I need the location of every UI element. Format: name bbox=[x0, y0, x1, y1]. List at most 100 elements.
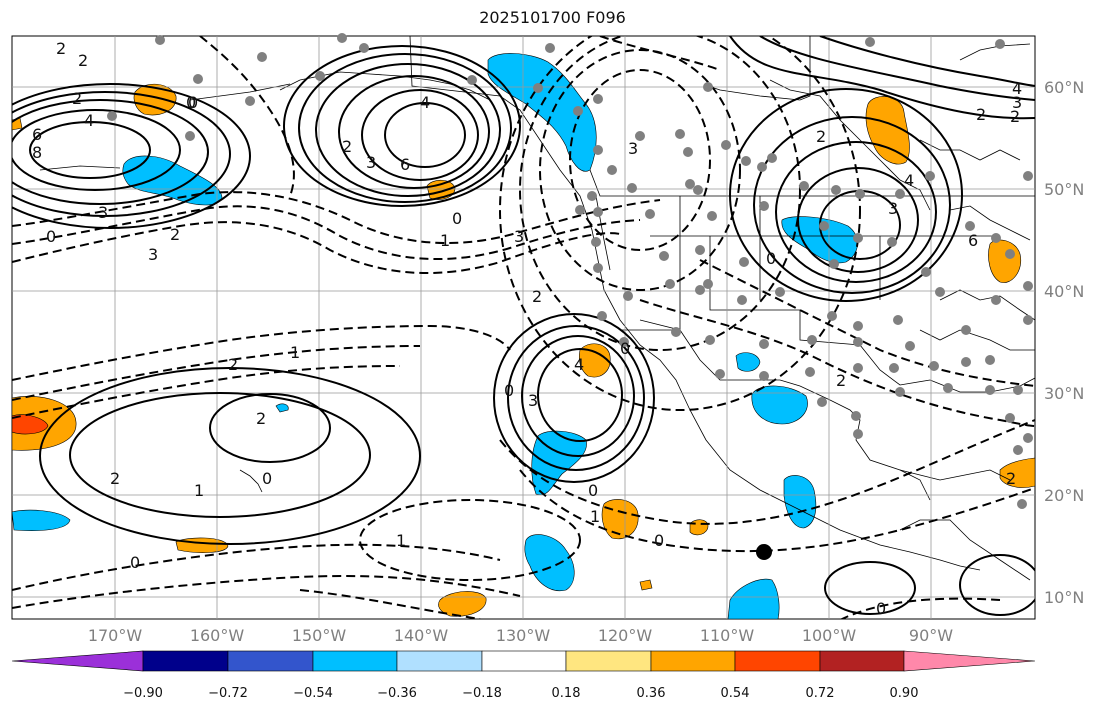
colorbar-segment bbox=[142, 650, 229, 672]
lon-label: 100°W bbox=[802, 626, 857, 645]
lat-label: 60°N bbox=[1044, 78, 1084, 97]
lat-label: 50°N bbox=[1044, 180, 1084, 199]
lon-label: 150°W bbox=[292, 626, 347, 645]
negative-contours bbox=[12, 36, 1035, 619]
contour-label: 0 bbox=[186, 93, 196, 112]
map-panel bbox=[11, 35, 1036, 620]
contour-label: 2 bbox=[836, 371, 846, 390]
contour-label: 0 bbox=[188, 93, 198, 112]
shaded-anomalies bbox=[12, 53, 1035, 619]
colorbar-labels: −0.90 −0.72 −0.54 −0.36 −0.18 0.18 0.36 … bbox=[123, 686, 918, 701]
contour-label: 1 bbox=[396, 531, 406, 550]
positive-region bbox=[175, 537, 229, 553]
colorbar-segment bbox=[565, 650, 652, 672]
colorbar-label: 0.90 bbox=[890, 686, 919, 701]
station-dots bbox=[107, 33, 1033, 509]
colorbar-label: 0.54 bbox=[721, 686, 750, 701]
contour-label: 3 bbox=[366, 153, 376, 172]
lat-label: 30°N bbox=[1044, 384, 1084, 403]
contour-label: 0 bbox=[46, 227, 56, 246]
contour-label: 4 bbox=[904, 171, 914, 190]
lon-label: 170°W bbox=[88, 626, 143, 645]
contour-label: 2 bbox=[110, 469, 120, 488]
contour-label: 2 bbox=[342, 137, 352, 156]
contour-label: 2 bbox=[56, 39, 66, 58]
longitude-labels: 170°W 160°W 150°W 140°W 130°W 120°W 110°… bbox=[88, 626, 953, 645]
colorbar-label: −0.18 bbox=[462, 686, 502, 701]
contour-label: 0 bbox=[130, 553, 140, 572]
lat-label: 20°N bbox=[1044, 486, 1084, 505]
colorbar-label: −0.54 bbox=[293, 686, 333, 701]
contour-label: 6 bbox=[32, 125, 42, 144]
contour-label: 3 bbox=[148, 245, 158, 264]
contour-label: 1 bbox=[440, 231, 450, 250]
negative-region bbox=[487, 53, 597, 172]
latitude-labels: 60°N 50°N 40°N 30°N 20°N 10°N bbox=[1044, 78, 1084, 607]
contour-label: 2 bbox=[1010, 107, 1020, 126]
contour-label: 0 bbox=[620, 339, 630, 358]
positive-region bbox=[639, 579, 653, 591]
contour-label: 2 bbox=[78, 51, 88, 70]
colorbar-label: 0.36 bbox=[637, 686, 666, 701]
colorbar-segment bbox=[11, 650, 144, 672]
colorbar-label: −0.90 bbox=[123, 686, 163, 701]
contour-label: 2 bbox=[72, 89, 82, 108]
contour-label: 3 bbox=[1012, 93, 1022, 112]
positive-region bbox=[601, 499, 639, 540]
contour-label: 0 bbox=[588, 481, 598, 500]
lon-label: 160°W bbox=[190, 626, 245, 645]
positive-region bbox=[438, 591, 487, 617]
contour-label: 1 bbox=[194, 481, 204, 500]
negative-region bbox=[735, 352, 761, 372]
contour-label: 2 bbox=[532, 287, 542, 306]
station-marker bbox=[756, 544, 772, 560]
colorbar-label: 0.72 bbox=[806, 686, 835, 701]
positive-region bbox=[999, 457, 1035, 488]
contour-label: 0 bbox=[766, 249, 776, 268]
colorbar-label: −0.36 bbox=[377, 686, 417, 701]
contour-label: 3 bbox=[514, 227, 524, 246]
colorbar-segment bbox=[227, 650, 314, 672]
contour-label: 0 bbox=[876, 599, 886, 618]
contour-label: 0 bbox=[504, 381, 514, 400]
lon-label: 90°W bbox=[909, 626, 953, 645]
contour-label: 4 bbox=[1012, 79, 1022, 98]
colorbar-segment bbox=[481, 650, 567, 672]
strong-positive-region bbox=[12, 414, 49, 435]
contour-label: 2 bbox=[816, 127, 826, 146]
positive-region bbox=[578, 343, 611, 378]
colorbar-segment bbox=[734, 650, 821, 672]
contour-label: 0 bbox=[654, 531, 664, 550]
contour-label: 0 bbox=[262, 469, 272, 488]
contour-label: 4 bbox=[420, 93, 430, 112]
contour-label: 6 bbox=[968, 231, 978, 250]
negative-region bbox=[524, 534, 575, 592]
negative-region bbox=[122, 155, 223, 206]
contour-label: 0 bbox=[452, 209, 462, 228]
contour-label: 2 bbox=[1006, 469, 1016, 488]
contour-label: 4 bbox=[574, 355, 584, 374]
contour-label: 6 bbox=[400, 155, 410, 174]
contour-label: 2 bbox=[256, 409, 266, 428]
lon-label: 110°W bbox=[700, 626, 755, 645]
negative-region bbox=[531, 430, 587, 496]
lon-label: 130°W bbox=[496, 626, 551, 645]
negative-region bbox=[727, 578, 780, 619]
contour-label: 3 bbox=[98, 203, 108, 222]
latlon-grid bbox=[12, 36, 1035, 619]
lat-label: 40°N bbox=[1044, 282, 1084, 301]
negative-region bbox=[781, 216, 858, 264]
contour-label: 1 bbox=[290, 343, 300, 362]
lon-label: 140°W bbox=[394, 626, 449, 645]
positive-contours bbox=[12, 36, 1035, 616]
contour-label: 3 bbox=[528, 391, 538, 410]
colorbar-segment bbox=[312, 650, 398, 672]
colorbar-segment bbox=[819, 650, 905, 672]
contour-label: 2 bbox=[228, 355, 238, 374]
contour-label: 3 bbox=[888, 199, 898, 218]
contour-label: 2 bbox=[976, 105, 986, 124]
contour-labels: 2 2 4 6 8 3 2 3 0 2 0 4 6 3 2 1 0 3 2 1 … bbox=[32, 39, 1022, 618]
colorbar-segment bbox=[903, 650, 1036, 672]
negative-region bbox=[751, 385, 808, 425]
